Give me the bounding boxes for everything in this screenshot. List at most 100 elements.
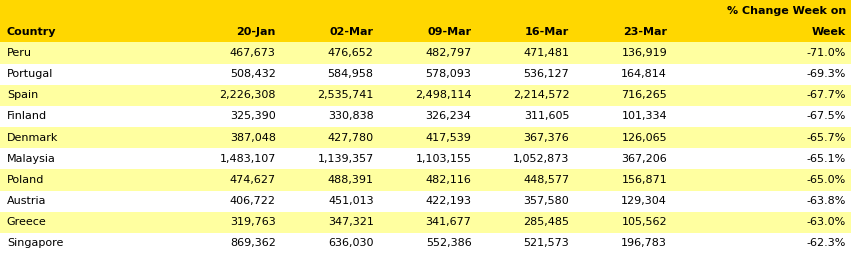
- Bar: [477, 42, 574, 64]
- Text: 422,193: 422,193: [426, 196, 471, 206]
- Bar: [574, 212, 672, 233]
- Bar: [574, 169, 672, 190]
- Text: 196,783: 196,783: [621, 239, 667, 248]
- Text: 330,838: 330,838: [328, 112, 374, 121]
- Bar: [672, 212, 851, 233]
- Text: Spain: Spain: [7, 90, 38, 100]
- Text: -71.0%: -71.0%: [807, 48, 846, 58]
- Text: 482,116: 482,116: [426, 175, 471, 185]
- Bar: [281, 233, 379, 254]
- Text: 164,814: 164,814: [621, 69, 667, 79]
- Bar: [574, 233, 672, 254]
- Text: 136,919: 136,919: [621, 48, 667, 58]
- Text: 02-Mar: 02-Mar: [329, 27, 374, 37]
- Bar: [672, 169, 851, 190]
- Text: 285,485: 285,485: [523, 217, 569, 227]
- Text: 105,562: 105,562: [621, 217, 667, 227]
- Bar: [574, 21, 672, 42]
- Text: 584,958: 584,958: [328, 69, 374, 79]
- Bar: [379, 64, 477, 85]
- Text: 476,652: 476,652: [328, 48, 374, 58]
- Text: 1,052,873: 1,052,873: [513, 154, 569, 164]
- Text: 326,234: 326,234: [426, 112, 471, 121]
- Text: 508,432: 508,432: [230, 69, 276, 79]
- Text: Greece: Greece: [7, 217, 47, 227]
- Bar: [477, 212, 574, 233]
- Text: 2,214,572: 2,214,572: [512, 90, 569, 100]
- Bar: [379, 127, 477, 148]
- Text: -65.7%: -65.7%: [807, 133, 846, 142]
- Text: 471,481: 471,481: [523, 48, 569, 58]
- Bar: [281, 127, 379, 148]
- Text: 357,580: 357,580: [523, 196, 569, 206]
- Text: 09-Mar: 09-Mar: [427, 27, 471, 37]
- Text: Week: Week: [812, 27, 846, 37]
- Text: Malaysia: Malaysia: [7, 154, 55, 164]
- Text: Singapore: Singapore: [7, 239, 63, 248]
- Bar: [379, 85, 477, 106]
- Bar: [477, 169, 574, 190]
- Text: 16-Mar: 16-Mar: [525, 27, 569, 37]
- Text: Denmark: Denmark: [7, 133, 58, 142]
- Bar: [672, 190, 851, 212]
- Text: 482,797: 482,797: [426, 48, 471, 58]
- Bar: [574, 85, 672, 106]
- Text: Country: Country: [7, 27, 56, 37]
- Text: -65.0%: -65.0%: [807, 175, 846, 185]
- Bar: [477, 148, 574, 169]
- Text: 521,573: 521,573: [523, 239, 569, 248]
- Text: -69.3%: -69.3%: [807, 69, 846, 79]
- Bar: [672, 106, 851, 127]
- Bar: [0, 0, 183, 21]
- Bar: [183, 190, 281, 212]
- Text: 325,390: 325,390: [230, 112, 276, 121]
- Bar: [477, 233, 574, 254]
- Text: Finland: Finland: [7, 112, 47, 121]
- Bar: [281, 169, 379, 190]
- Text: % Change Week on: % Change Week on: [727, 6, 846, 15]
- Bar: [672, 85, 851, 106]
- Text: 417,539: 417,539: [426, 133, 471, 142]
- Bar: [183, 64, 281, 85]
- Bar: [672, 64, 851, 85]
- Bar: [0, 85, 183, 106]
- Bar: [183, 0, 281, 21]
- Bar: [183, 169, 281, 190]
- Bar: [574, 127, 672, 148]
- Text: -65.1%: -65.1%: [807, 154, 846, 164]
- Text: Poland: Poland: [7, 175, 44, 185]
- Text: 126,065: 126,065: [621, 133, 667, 142]
- Bar: [183, 127, 281, 148]
- Bar: [672, 148, 851, 169]
- Bar: [477, 64, 574, 85]
- Bar: [281, 106, 379, 127]
- Text: 311,605: 311,605: [524, 112, 569, 121]
- Bar: [574, 190, 672, 212]
- Text: Portugal: Portugal: [7, 69, 53, 79]
- Bar: [183, 233, 281, 254]
- Bar: [574, 148, 672, 169]
- Bar: [477, 190, 574, 212]
- Bar: [379, 233, 477, 254]
- Text: Austria: Austria: [7, 196, 46, 206]
- Bar: [379, 148, 477, 169]
- Bar: [672, 0, 851, 21]
- Bar: [281, 148, 379, 169]
- Text: 427,780: 427,780: [328, 133, 374, 142]
- Bar: [183, 21, 281, 42]
- Text: 716,265: 716,265: [621, 90, 667, 100]
- Bar: [672, 127, 851, 148]
- Bar: [477, 127, 574, 148]
- Text: 536,127: 536,127: [523, 69, 569, 79]
- Text: -67.7%: -67.7%: [807, 90, 846, 100]
- Text: -67.5%: -67.5%: [807, 112, 846, 121]
- Bar: [0, 127, 183, 148]
- Bar: [0, 148, 183, 169]
- Bar: [0, 169, 183, 190]
- Bar: [183, 85, 281, 106]
- Bar: [379, 190, 477, 212]
- Bar: [477, 21, 574, 42]
- Bar: [0, 233, 183, 254]
- Bar: [281, 0, 379, 21]
- Bar: [477, 0, 574, 21]
